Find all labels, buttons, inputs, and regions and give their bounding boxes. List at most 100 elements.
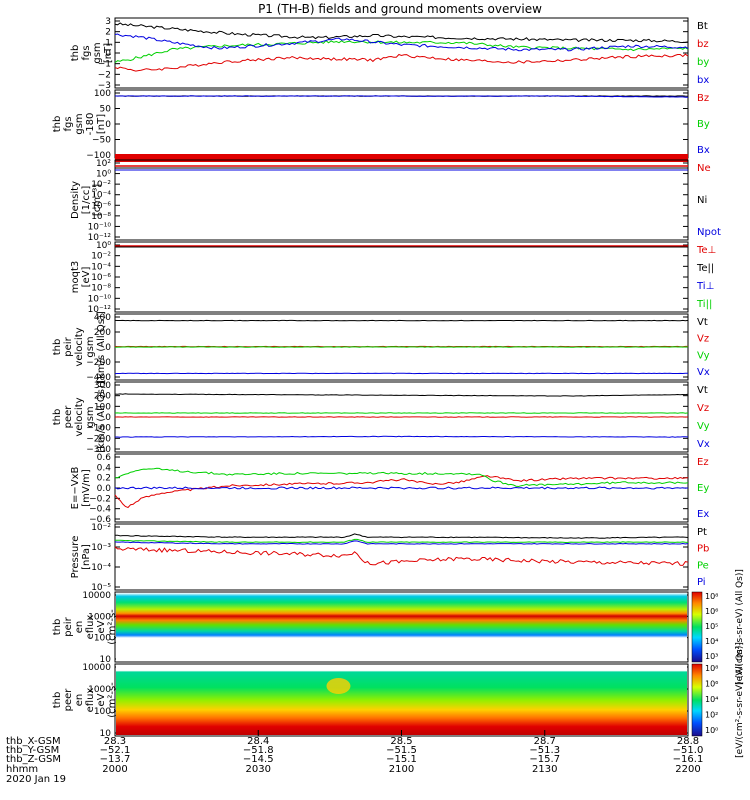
legend-entry: bz bbox=[697, 39, 709, 50]
x-tick-label: 2100 bbox=[389, 764, 414, 775]
y-tick-label: 0 bbox=[105, 343, 111, 353]
y-axis-label-line: gsm bbox=[85, 336, 96, 357]
y-tick-label: −100 bbox=[86, 151, 111, 161]
x-tick-label: −15.1 bbox=[386, 754, 417, 765]
legend-entry: Vz bbox=[697, 334, 709, 345]
y-axis-label-line: Density bbox=[70, 181, 81, 219]
y-tick-label: −200 bbox=[86, 434, 111, 444]
legend-entry: Ey bbox=[697, 483, 709, 494]
y-tick-label: 100 bbox=[94, 89, 111, 99]
x-tick-label: 28.5 bbox=[390, 736, 412, 747]
legend-entry: Bt bbox=[697, 21, 708, 32]
y-axis-label-line: -180 bbox=[85, 113, 96, 136]
panel-peir_vel: thbpeirvelocitygsm[km/s (All Qs)]400 200 0… bbox=[52, 311, 710, 383]
series-line-Ex bbox=[114, 486, 689, 490]
y-tick-label: −0.6 bbox=[89, 515, 111, 525]
x-tick-label: −51.3 bbox=[529, 745, 560, 756]
colorbar-tick-label: 10⁶ bbox=[705, 607, 718, 616]
y-tick-label: 0 bbox=[105, 120, 111, 130]
legend-entry: Ex bbox=[697, 509, 709, 520]
x-tick-label: 2130 bbox=[532, 764, 557, 775]
y-axis-label-line: thb bbox=[52, 339, 63, 356]
x-tick-label: −51.8 bbox=[243, 745, 274, 756]
x-tick-label: −52.1 bbox=[100, 745, 131, 756]
y-axis-label-line: peir bbox=[63, 616, 74, 636]
panel-frame bbox=[114, 17, 689, 89]
y-tick-label: 200 bbox=[94, 392, 111, 402]
y-tick-label: 400 bbox=[94, 313, 111, 323]
colorbar-tick-label: 10⁸ bbox=[705, 664, 718, 673]
y-axis-label-line: [1/cc] bbox=[81, 186, 92, 215]
spectrogram-feature bbox=[326, 678, 351, 694]
series-line-Ez bbox=[114, 475, 689, 509]
x-tick-label: −51.5 bbox=[386, 745, 417, 756]
y-axis-label-line: thb bbox=[52, 692, 63, 709]
y-axis-label-line: [nT] bbox=[96, 114, 107, 134]
y-axis-label-line: [km/s (All Qs)] bbox=[96, 381, 107, 453]
y-axis-label: moqt3[eV] bbox=[70, 261, 92, 294]
colorbar-tick-label: 10⁰ bbox=[705, 726, 718, 735]
y-tick-label: 0 bbox=[105, 49, 111, 59]
y-tick-label: 0 bbox=[105, 413, 111, 423]
legend-entry: Pb bbox=[697, 544, 709, 555]
y-axis-label-line: [nT] bbox=[103, 43, 114, 63]
y-axis-label: thbfgsgsm-180[nT] bbox=[52, 113, 107, 136]
y-tick-label: 0.2 bbox=[97, 474, 111, 484]
legend-entry: Ni bbox=[697, 195, 707, 206]
panel-density: Density[1/cc][cm⁻³]10²10⁰10⁻²10⁻⁴10⁻⁶10⁻… bbox=[70, 159, 721, 243]
legend-entry: by bbox=[697, 57, 709, 68]
y-axis-label-line: [eV] bbox=[81, 267, 92, 288]
x-tick-label: 28.8 bbox=[677, 736, 699, 747]
series-line-bz bbox=[114, 53, 689, 72]
y-axis-label: thbpeervelocitygsm[km/s (All Qs)] bbox=[52, 381, 107, 453]
y-tick-label: 0.6 bbox=[97, 453, 112, 463]
y-tick-label: 1000 bbox=[88, 612, 111, 622]
y-tick-label: 10⁻² bbox=[91, 523, 111, 533]
legend-entry: Vz bbox=[697, 403, 709, 414]
y-tick-label: 10⁻² bbox=[91, 180, 111, 190]
legend-entry: Vy bbox=[697, 350, 710, 361]
panel-efield: E=−VxB[mV/m] 0.60.40.20.0−0.2−0.4−0.6 Ez Ey… bbox=[70, 453, 709, 525]
y-tick-label: 10⁻⁴ bbox=[91, 191, 111, 201]
y-axis-label: thbfgsgsm[nT] bbox=[70, 42, 114, 63]
y-axis-label-line: velocity bbox=[74, 327, 85, 366]
legend-entry: Vy bbox=[697, 421, 710, 432]
y-tick-label: −2 bbox=[98, 70, 111, 80]
series-line-Pb bbox=[114, 546, 689, 566]
y-tick-label: 10000 bbox=[82, 591, 111, 601]
y-tick-label: 10 bbox=[100, 729, 112, 739]
series-line-Vt bbox=[114, 393, 689, 397]
y-axis-label-line: fgs bbox=[81, 45, 92, 60]
y-tick-label: −3 bbox=[98, 81, 111, 91]
colorbar-label: [eV/(cm²-s-sr-eV) (All Qs)] bbox=[735, 642, 745, 758]
legend-entry: Te|| bbox=[696, 263, 714, 274]
legend-entry: Vt bbox=[697, 385, 708, 396]
series-line-Ey bbox=[114, 467, 689, 488]
y-tick-label: −50 bbox=[92, 136, 111, 146]
x-axis-row-label: thb_Y-GSM bbox=[6, 745, 59, 756]
y-tick-label: 10 bbox=[100, 655, 112, 665]
y-tick-label: 50 bbox=[100, 105, 112, 115]
y-tick-label: −1 bbox=[98, 60, 111, 70]
colorbar-tick-label: 10³ bbox=[705, 652, 718, 661]
y-tick-label: 2 bbox=[105, 28, 111, 38]
y-axis-label: thbpeirvelocitygsm[km/s (All Qs)] bbox=[52, 311, 107, 383]
y-tick-label: 10⁻⁶ bbox=[91, 201, 111, 211]
y-tick-label: −400 bbox=[86, 373, 111, 383]
x-axis-row-label: thb_X-GSM bbox=[6, 736, 61, 747]
x-tick-label: −16.1 bbox=[673, 754, 704, 765]
y-axis-label-line: peer bbox=[63, 405, 74, 429]
y-axis-label-line: gsm bbox=[85, 406, 96, 427]
y-axis-label-line: moqt3 bbox=[70, 261, 81, 294]
series-line-Bt bbox=[114, 22, 689, 44]
colorbar bbox=[691, 663, 703, 737]
y-axis-label: E=−VxB[mV/m] bbox=[70, 467, 92, 510]
y-tick-label: 10⁻¹² bbox=[88, 233, 112, 243]
legend-entry: Pt bbox=[697, 527, 707, 538]
spectrogram bbox=[116, 593, 687, 661]
y-tick-label: 10⁻⁸ bbox=[91, 284, 111, 294]
y-axis-label-line: gsm bbox=[74, 113, 85, 134]
y-tick-label: 100 bbox=[94, 402, 111, 412]
legend-entry: Pe bbox=[697, 560, 709, 571]
